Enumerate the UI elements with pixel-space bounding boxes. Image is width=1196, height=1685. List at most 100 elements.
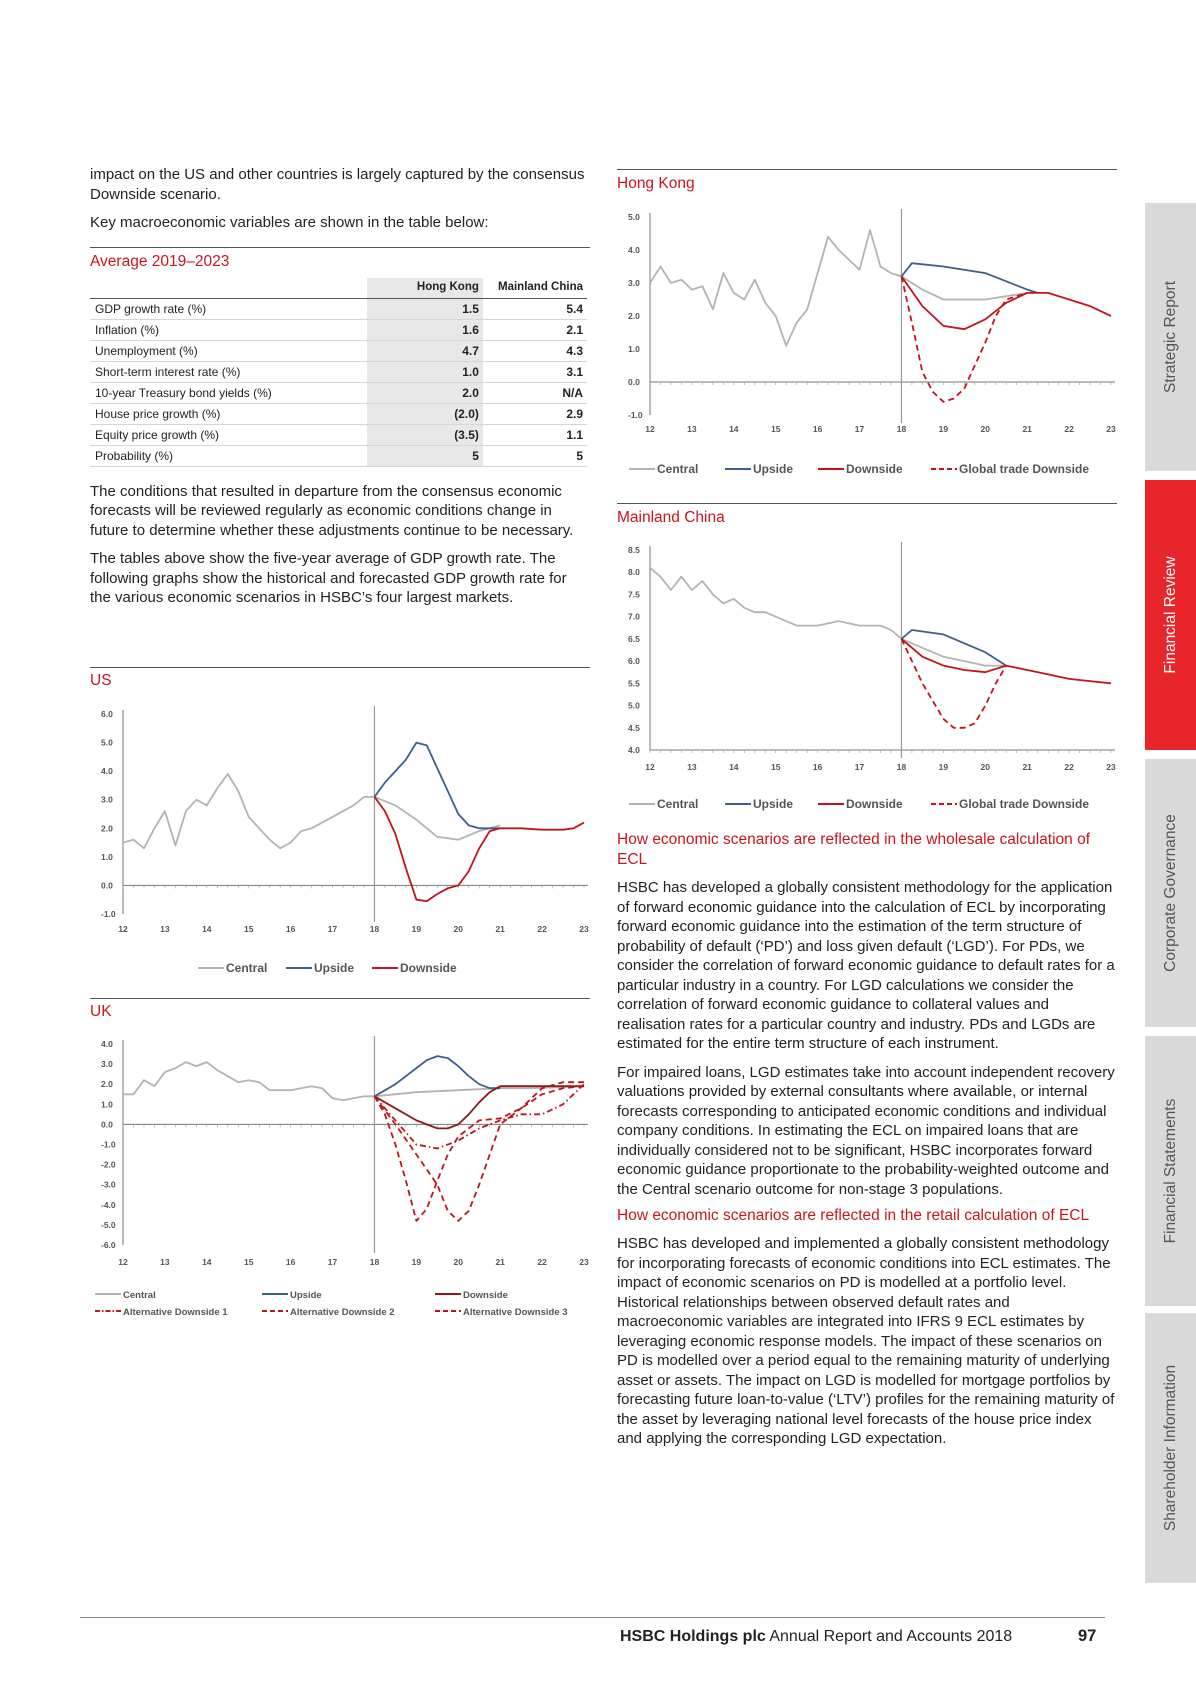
wholesale-paragraph-2: For impaired loans, LGD estimates take i… (617, 1063, 1115, 1198)
tab-shareholder-information[interactable]: Shareholder Information (1145, 1313, 1196, 1583)
tab-financial-statements[interactable]: Financial Statements (1145, 1036, 1196, 1306)
x-tick-label: 21 (1022, 762, 1032, 772)
table-row: GDP growth rate (%) 1.5 5.4 (90, 298, 587, 320)
legend-label: Upside (753, 462, 793, 476)
series-line-central (123, 1061, 585, 1102)
intro-paragraph: impact on the US and other countries is … (90, 166, 585, 203)
y-tick-label: 1.0 (101, 1099, 113, 1109)
y-tick-label: 8.0 (628, 567, 640, 577)
hk-value: 1.0 (366, 361, 483, 383)
retail-paragraph: HSBC has developed and implemented a glo… (617, 1235, 1115, 1447)
x-tick-label: 19 (939, 762, 949, 772)
y-tick-label: 3.0 (101, 795, 113, 805)
y-tick-label: 8.5 (628, 545, 640, 555)
y-tick-label: -1.0 (101, 909, 116, 919)
hk-value: (3.5) (366, 424, 483, 446)
y-tick-label: 4.0 (628, 245, 640, 255)
y-tick-label: 7.5 (628, 589, 640, 599)
x-tick-label: 19 (412, 1257, 422, 1267)
y-tick-label: 6.0 (628, 656, 640, 666)
y-tick-label: 2.0 (101, 823, 113, 833)
series-line-upside (374, 1055, 501, 1098)
legend-label: Alternative Downside 3 (463, 1307, 568, 1318)
y-tick-label: 5.0 (628, 212, 640, 222)
footer-company: HSBC Holdings plc (620, 1628, 766, 1645)
legend-label: Central (657, 797, 698, 811)
hk-value: (2.0) (366, 403, 483, 425)
series-line-global-trade-downside (900, 638, 1007, 729)
hk-value: 2.0 (366, 382, 483, 404)
x-tick-label: 22 (537, 924, 547, 934)
hk-chart-title: Hong Kong (617, 175, 695, 192)
hk-gdp-chart: 5.0 4.0 3.0 2.0 1.0 0.0 -1.012 13 14 15 16 17 18 19 20… (628, 209, 1116, 476)
footer-text: HSBC Holdings plc Annual Report and Acco… (620, 1628, 1012, 1646)
wholesale-paragraph-1: HSBC has developed a globally consistent… (617, 879, 1115, 1052)
legend-label: Central (226, 961, 267, 975)
x-tick-label: 17 (328, 1257, 338, 1267)
x-tick-label: 20 (981, 424, 991, 434)
x-tick-label: 21 (1022, 424, 1032, 434)
legend-label: Upside (290, 1290, 322, 1301)
tab-label: Strategic Report (1161, 281, 1179, 393)
x-tick-label: 13 (160, 1257, 170, 1267)
y-tick-label: 0.0 (101, 1119, 113, 1129)
hk-value: 1.5 (366, 298, 483, 320)
x-tick-label: 23 (1106, 762, 1116, 772)
series-line-central (649, 229, 1028, 347)
x-tick-label: 20 (981, 762, 991, 772)
y-tick-label: 4.0 (101, 766, 113, 776)
col-header-hk: Hong Kong (366, 277, 483, 299)
uk-gdp-chart: 4.03.02.01.00.0-1.0-2.0-3.0-4.0-5.0-6.01… (95, 1036, 589, 1318)
hk-value: 1.6 (366, 319, 483, 341)
us-gdp-chart: 6.0 5.0 4.0 3.0 2.0 1.0 0.0 -1.012 13 14 15 16 17 18 1… (101, 706, 589, 975)
series-line-upside (900, 629, 1007, 667)
conditions-paragraph: The conditions that resulted in departur… (90, 482, 574, 539)
x-tick-label: 12 (118, 924, 128, 934)
y-tick-label: 0.0 (628, 377, 640, 387)
cn-value: 5 (482, 445, 587, 467)
table-row: Short-term interest rate (%) 1.0 3.1 (90, 361, 587, 383)
x-tick-label: 22 (537, 1257, 547, 1267)
cn-rule (617, 503, 1117, 504)
tab-strategic-report[interactable]: Strategic Report (1145, 203, 1196, 471)
legend-label: Alternative Downside 2 (290, 1307, 395, 1318)
uk-chart-title: UK (90, 1003, 112, 1020)
x-tick-label: 15 (771, 762, 781, 772)
row-label: Short-term interest rate (%) (90, 361, 367, 383)
row-label: Inflation (%) (90, 319, 367, 341)
row-label: 10-year Treasury bond yields (%) (90, 382, 367, 404)
table-title: Average 2019–2023 (90, 252, 230, 270)
x-tick-label: 22 (1064, 424, 1074, 434)
cn-value: 2.9 (482, 403, 587, 425)
macro-variables-table: Hong Kong Mainland China GDP growth rate… (90, 277, 587, 467)
x-tick-label: 16 (813, 424, 823, 434)
graphs-paragraph: The tables above show the five-year aver… (90, 550, 567, 606)
y-tick-label: -1.0 (628, 410, 643, 420)
tab-financial-review[interactable]: Financial Review (1145, 480, 1196, 750)
table-rule (90, 246, 590, 248)
cn-gdp-chart: 8.5 8.0 7.5 7.0 6.5 6.0 5.5 5.0 4.5 4.0 12 13 14 15 16… (628, 542, 1116, 811)
table-row: Equity price growth (%) (3.5) 1.1 (90, 424, 587, 446)
y-tick-label: 2.0 (628, 311, 640, 321)
legend-label: Central (123, 1290, 156, 1301)
x-tick-label: 13 (687, 424, 697, 434)
x-tick-label: 17 (855, 424, 865, 434)
x-tick-label: 12 (118, 1257, 128, 1267)
x-tick-label: 17 (328, 924, 338, 934)
tab-corporate-governance[interactable]: Corporate Governance (1145, 759, 1196, 1027)
x-tick-label: 16 (813, 762, 823, 772)
y-tick-label: -2.0 (101, 1160, 116, 1170)
x-tick-label: 15 (244, 924, 254, 934)
x-tick-label: 19 (412, 924, 422, 934)
y-tick-label: 0.0 (101, 880, 113, 890)
x-tick-label: 17 (855, 762, 865, 772)
tab-label: Financial Review (1161, 556, 1179, 674)
x-tick-label: 14 (729, 762, 739, 772)
row-label: Unemployment (%) (90, 340, 367, 362)
legend-label: Downside (846, 462, 903, 476)
tab-label: Financial Statements (1161, 1098, 1179, 1244)
legend-label: Downside (400, 961, 457, 975)
x-tick-label: 21 (495, 1257, 505, 1267)
cn-value: 5.4 (482, 298, 587, 320)
footer-report: Annual Report and Accounts 2018 (769, 1628, 1013, 1645)
